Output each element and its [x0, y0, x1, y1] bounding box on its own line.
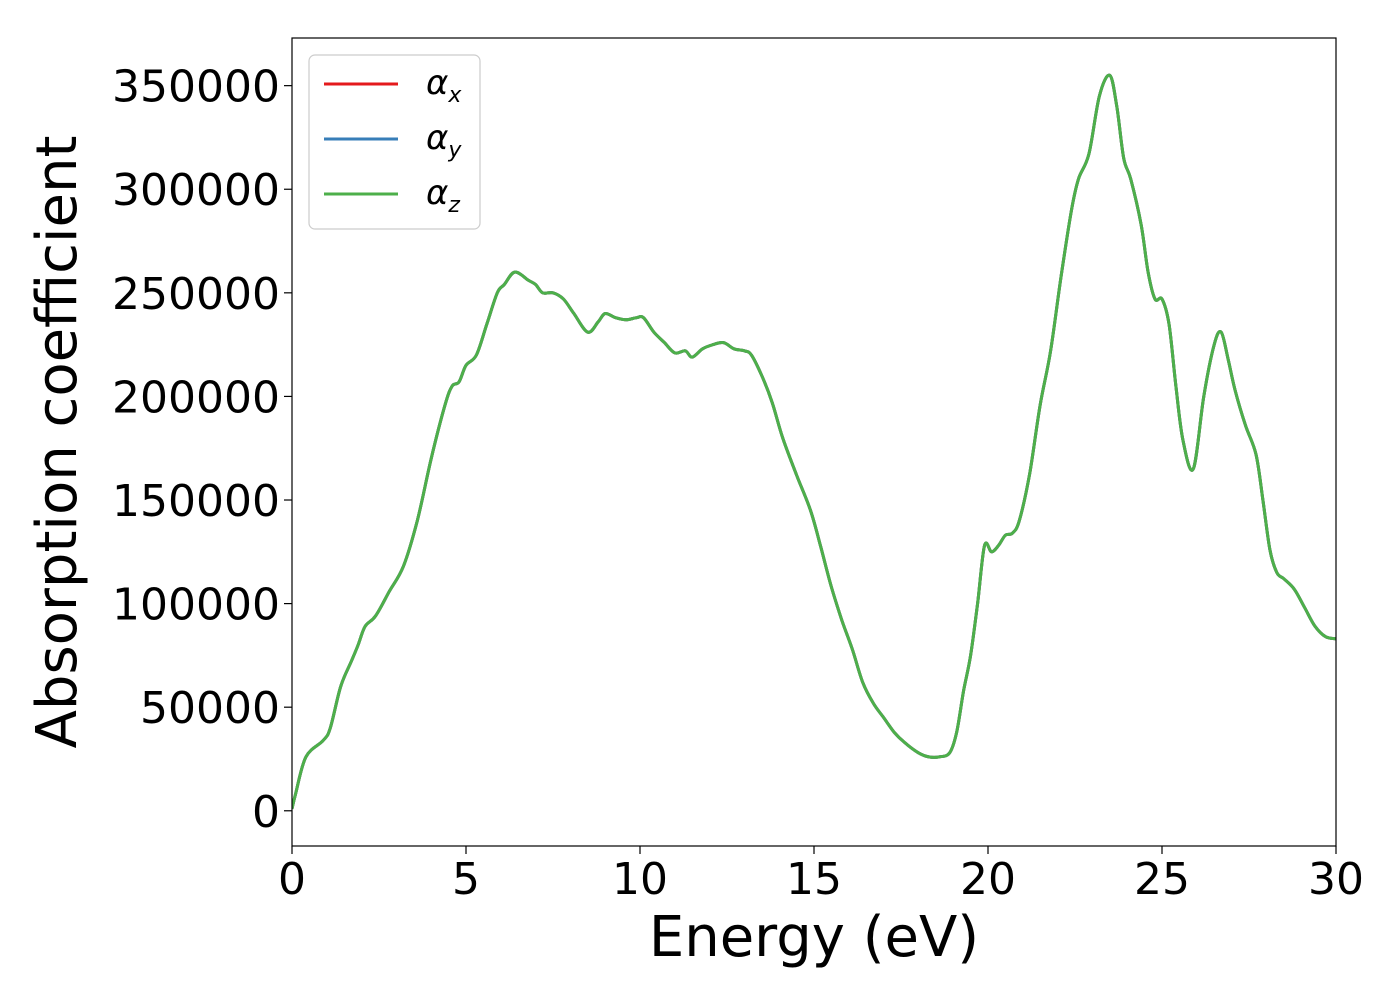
x-tick-label: 25 — [1134, 854, 1190, 905]
x-tick-label: 15 — [786, 854, 842, 905]
y-tick-label: 0 — [252, 787, 280, 838]
y-tick-label: 300000 — [112, 165, 280, 216]
series-layer — [292, 73, 1336, 810]
x-tick-label: 30 — [1308, 854, 1364, 905]
y-tick-label: 100000 — [112, 580, 280, 631]
x-tick-label: 20 — [960, 854, 1016, 905]
x-tick-label: 0 — [278, 854, 306, 905]
y-tick-label: 50000 — [140, 683, 280, 734]
legend-label-z: αz — [426, 173, 460, 218]
x-tick-label: 10 — [612, 854, 668, 905]
y-tick-label: 150000 — [112, 476, 280, 527]
y-tick-label: 200000 — [112, 372, 280, 423]
x-tick-label: 5 — [452, 854, 480, 905]
x-axis: 0 5 10 15 20 25 30 — [278, 846, 1364, 905]
y-tick-label: 250000 — [112, 269, 280, 320]
y-tick-label: 350000 — [112, 62, 280, 113]
legend-label-y: αy — [426, 118, 462, 163]
legend: αx αy αz — [308, 54, 481, 230]
legend-box — [308, 54, 481, 230]
y-axis: 0 50000 100000 150000 200000 250000 300000 3500… — [112, 62, 292, 838]
y-axis-title: Absorption coefficient — [25, 136, 90, 749]
legend-label-x: αx — [426, 63, 462, 108]
x-axis-title: Energy (eV) — [649, 905, 979, 970]
series-line-z — [292, 73, 1336, 810]
